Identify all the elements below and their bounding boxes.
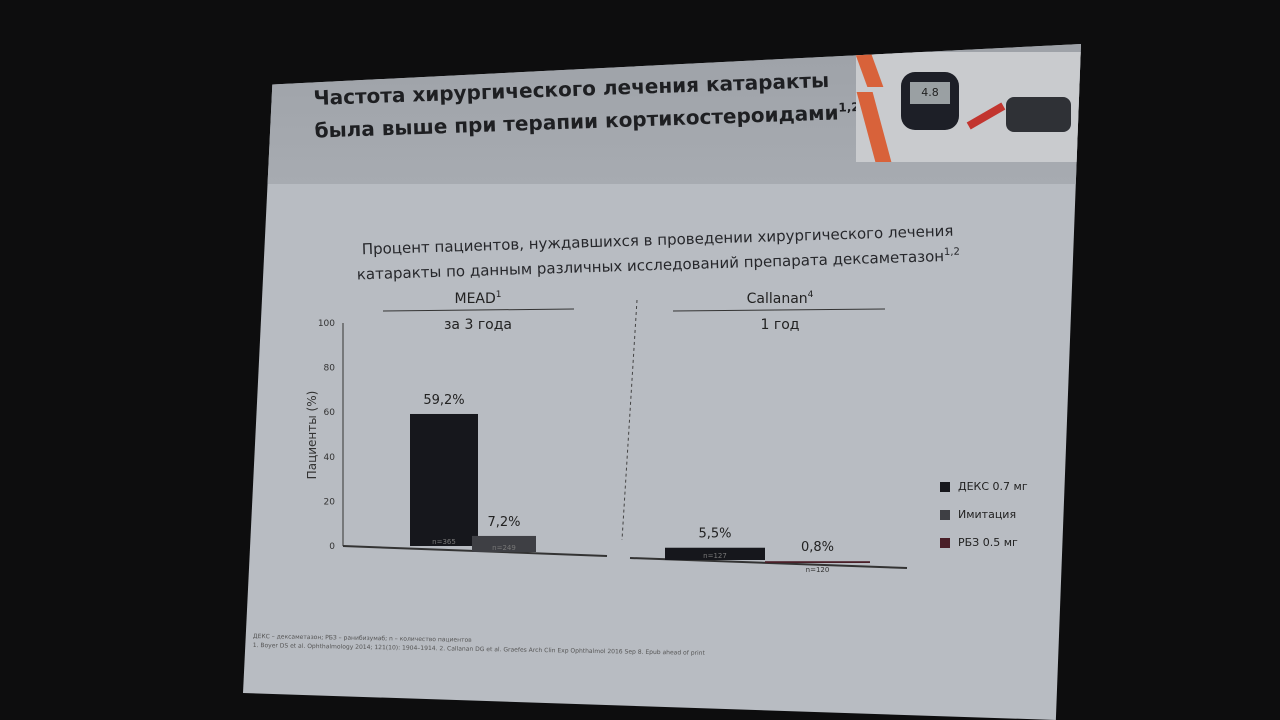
data-label: 5,5% [698, 527, 731, 542]
n-label: n=249 [492, 544, 516, 552]
group-name: Callanan4 [747, 290, 814, 307]
y-tick-label: 80 [324, 364, 336, 374]
legend-label: Имитация [958, 508, 1017, 521]
glucose-meter-photo: 4.8 [854, 52, 1081, 162]
legend-label: РБЗ 0.5 мг [958, 536, 1018, 549]
data-label: 7,2% [487, 515, 520, 530]
n-label: n=127 [703, 552, 727, 560]
y-tick-label: 40 [324, 453, 336, 463]
legend-label: ДЕКС 0.7 мг [958, 480, 1028, 493]
group-header-rule [382, 308, 575, 312]
group-header-rule [672, 308, 886, 312]
legend-swatch [940, 509, 950, 520]
legend-item: РБЗ 0.5 мг [940, 536, 1028, 549]
data-label: 0,8% [801, 540, 834, 555]
meter-reading: 4.8 [910, 82, 950, 104]
legend-swatch [940, 481, 950, 492]
legend-item: ДЕКС 0.7 мг [940, 480, 1028, 493]
n-label: n=365 [432, 538, 456, 546]
device-icon [1006, 97, 1071, 132]
group-period: 1 год [761, 317, 800, 333]
legend: ДЕКС 0.7 мг Имитация РБЗ 0.5 мг [940, 480, 1028, 564]
legend-swatch [940, 537, 950, 548]
bar [665, 547, 765, 560]
bar [765, 561, 870, 563]
bar [410, 413, 478, 546]
n-label: n=120 [806, 566, 830, 574]
group-period: за 3 года [444, 317, 512, 333]
y-tick-label: 100 [318, 319, 335, 329]
data-label: 59,2% [423, 393, 464, 408]
y-axis-label: Пациенты (%) [305, 391, 319, 480]
projected-slide: Частота хирургического лечения катаракты… [243, 44, 1081, 720]
glucose-meter-icon: 4.8 [901, 72, 959, 130]
y-tick-label: 20 [324, 497, 336, 507]
group-name: MEAD1 [454, 290, 501, 307]
y-tick-label: 0 [329, 542, 335, 552]
y-tick-label: 60 [324, 408, 336, 418]
group-divider [621, 299, 638, 541]
legend-item: Имитация [940, 508, 1028, 521]
bar [472, 535, 536, 552]
